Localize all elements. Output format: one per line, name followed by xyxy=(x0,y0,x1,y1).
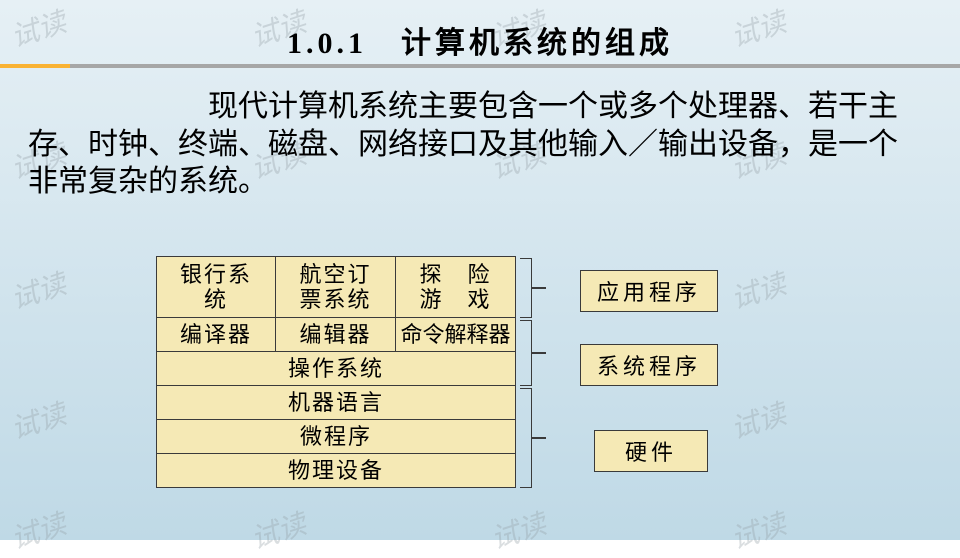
cell-text: 编译器 xyxy=(180,322,252,347)
cell-text: 统 xyxy=(204,287,228,312)
bracket-apps-tick xyxy=(532,287,546,289)
os-row: 操作系统 xyxy=(156,352,516,386)
os-cell: 操作系统 xyxy=(156,352,516,386)
cell-text: 操作系统 xyxy=(288,356,384,381)
cell-text: 编辑器 xyxy=(299,322,371,347)
cell-text: 微程序 xyxy=(300,424,372,449)
hw-cell-ml: 机器语言 xyxy=(156,386,516,420)
label-apps: 应用程序 xyxy=(580,270,718,312)
label-hw: 硬件 xyxy=(594,430,708,472)
bracket-hw xyxy=(520,388,532,488)
bracket-sys xyxy=(520,320,532,386)
sys-cell-editor: 编辑器 xyxy=(276,318,396,352)
slide-title: 1.0.1 计算机系统的组成 xyxy=(0,18,960,62)
app-cell-game: 探 险 游 戏 xyxy=(396,256,516,318)
cell-text: 机器语言 xyxy=(288,390,384,415)
cell-text: 票系统 xyxy=(299,287,371,312)
cell-text: 银行系 xyxy=(180,262,252,287)
label-sys: 系统程序 xyxy=(580,344,718,386)
label-text: 系统程序 xyxy=(597,354,701,379)
hw-row-3: 物理设备 xyxy=(156,454,516,488)
hw-row-1: 机器语言 xyxy=(156,386,516,420)
sys-cell-shell: 命令解释器 xyxy=(396,318,516,352)
slide-paragraph: 现代计算机系统主要包含一个或多个处理器、若干主存、时钟、终端、磁盘、网络接口及其… xyxy=(28,88,920,201)
cell-text: 探 险 xyxy=(419,262,491,287)
bracket-sys-tick xyxy=(532,352,546,354)
hw-row-2: 微程序 xyxy=(156,420,516,454)
sys-cell-compiler: 编译器 xyxy=(156,318,276,352)
apps-row: 银行系 统 航空订 票系统 探 险 游 戏 xyxy=(156,256,516,318)
layer-diagram: 银行系 统 航空订 票系统 探 险 游 戏 编译器 编辑器 命令解释器 操作系统… xyxy=(156,256,516,488)
cell-text: 命令解释器 xyxy=(400,322,510,347)
title-rule-accent xyxy=(0,64,70,68)
title-rule xyxy=(0,64,960,68)
cell-text: 航空订 xyxy=(299,262,371,287)
hw-cell-micro: 微程序 xyxy=(156,420,516,454)
app-cell-bank: 银行系 统 xyxy=(156,256,276,318)
app-cell-airline: 航空订 票系统 xyxy=(276,256,396,318)
cell-text: 游 戏 xyxy=(419,287,491,312)
label-text: 硬件 xyxy=(625,440,677,465)
bracket-hw-tick xyxy=(532,437,546,439)
label-text: 应用程序 xyxy=(597,280,701,305)
hw-cell-phys: 物理设备 xyxy=(156,454,516,488)
bracket-apps xyxy=(520,258,532,318)
title-area: 1.0.1 计算机系统的组成 xyxy=(0,18,960,62)
sysprog-row: 编译器 编辑器 命令解释器 xyxy=(156,318,516,352)
cell-text: 物理设备 xyxy=(288,458,384,483)
